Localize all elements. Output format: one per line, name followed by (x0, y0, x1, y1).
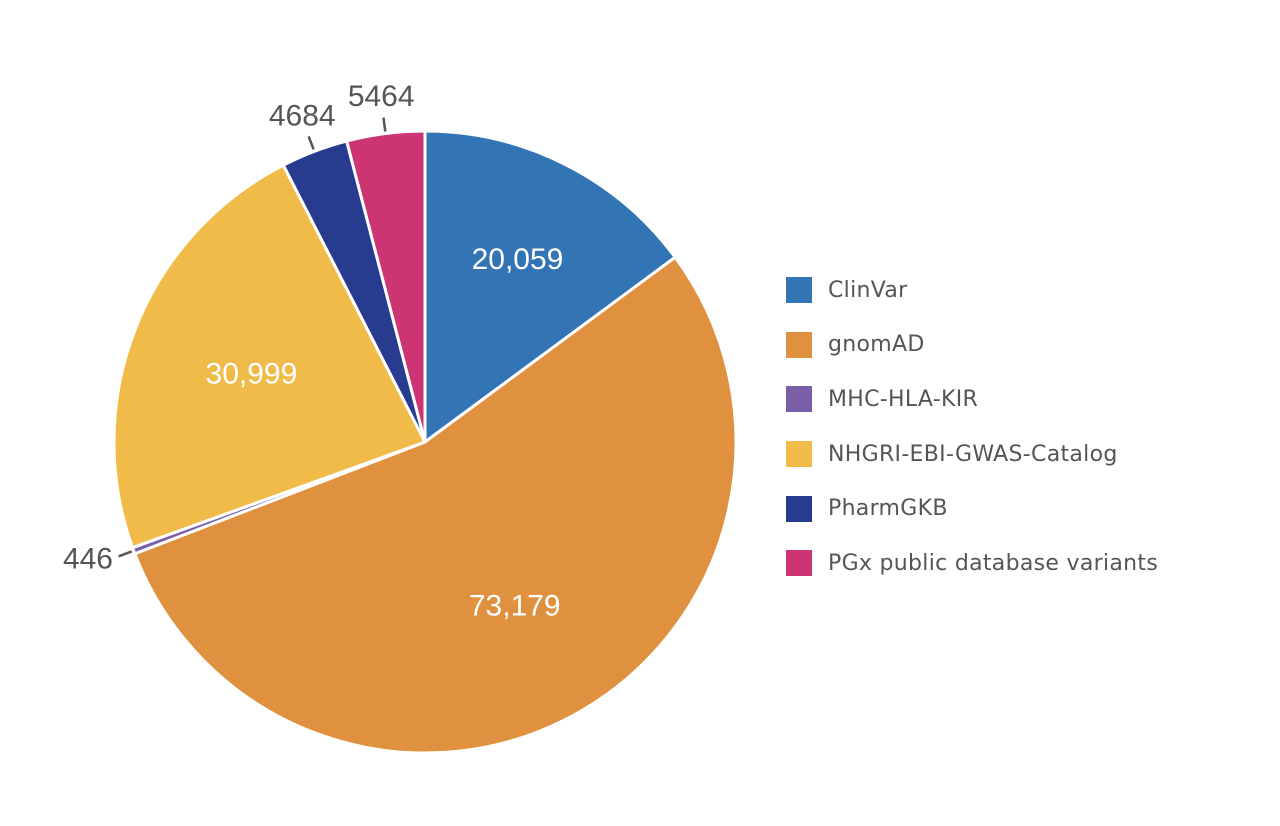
legend-item-mhc-hla-kir[interactable]: MHC-HLA-KIR (786, 372, 1158, 427)
slice-gnomad[interactable] (133, 255, 738, 755)
data-label-mhc-hla-kir: 446 (63, 542, 113, 575)
legend: ClinVar gnomAD MHC-HLA-KIR NHGRI-EBI-GWA… (786, 263, 1158, 591)
leader-line-mhc-hla-kir (118, 550, 133, 558)
data-label-gnomad: 73,179 (469, 590, 561, 623)
legend-label: MHC-HLA-KIR (828, 386, 979, 412)
data-label-pgx-public-database-variants: 5464 (348, 80, 415, 113)
legend-swatch (786, 277, 812, 304)
legend-swatch (786, 331, 812, 358)
legend-swatch (786, 495, 812, 522)
legend-label: gnomAD (828, 332, 925, 358)
slice-pgx-public-database-variants[interactable] (345, 129, 427, 444)
slice-clinvar[interactable] (423, 129, 677, 444)
legend-item-pgx[interactable]: PGx public database variants (786, 536, 1158, 591)
slice-nhgri-ebi-gwas-catalog[interactable] (112, 163, 427, 550)
legend-label: ClinVar (828, 277, 908, 303)
leader-line-pharmgkb (307, 135, 315, 150)
legend-label: PharmGKB (828, 496, 948, 522)
legend-item-pharmgkb[interactable]: PharmGKB (786, 481, 1158, 536)
data-label-pharmgkb: 4684 (269, 100, 336, 133)
leader-line-pgx-public-database-variants (382, 117, 387, 132)
legend-item-clinvar[interactable]: ClinVar (786, 263, 1158, 318)
legend-swatch (786, 550, 812, 577)
legend-label: PGx public database variants (828, 550, 1159, 576)
data-label-nhgri-ebi-gwas-catalog: 30,999 (206, 358, 298, 391)
data-label-clinvar: 20,059 (472, 243, 564, 276)
legend-swatch (786, 386, 812, 413)
legend-item-gnomad[interactable]: gnomAD (786, 318, 1158, 373)
legend-label: NHGRI-EBI-GWAS-Catalog (828, 441, 1118, 467)
legend-swatch (786, 441, 812, 468)
legend-item-nhgri-ebi-gwas-catalog[interactable]: NHGRI-EBI-GWAS-Catalog (786, 427, 1158, 482)
